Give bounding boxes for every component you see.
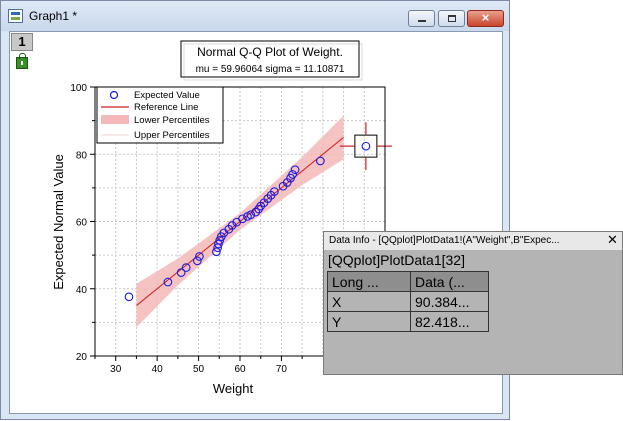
x-tick-label: 60 <box>234 364 246 375</box>
data-point[interactable] <box>192 256 202 266</box>
data-info-table: Long ... Data (... X 90.384... Y 82.418.… <box>327 271 489 332</box>
maximize-button[interactable] <box>438 10 465 27</box>
data-info-header[interactable]: Data Info - [QQplot]PlotData1!(A"Weight"… <box>324 232 622 250</box>
title-box-shadow <box>183 43 363 81</box>
axis-ticks: 30 40 50 60 70 20 40 60 80 100 <box>70 83 303 375</box>
data-points[interactable] <box>124 141 371 302</box>
data-cursor[interactable] <box>339 122 392 171</box>
data-info-header-row: Long ... Data (... <box>327 271 489 292</box>
y-axis-label: Expected Normal Value <box>51 154 66 290</box>
x-tick-label: 40 <box>152 364 164 375</box>
legend-upper-label: Upper Percentiles <box>134 130 210 141</box>
minimize-icon <box>418 20 426 22</box>
data-point[interactable] <box>195 252 204 261</box>
chart-subtitle: mu = 59.96064 sigma = 11.10871 <box>196 64 345 75</box>
x-axis-label: Weight <box>213 381 254 396</box>
x-tick-label: 50 <box>193 364 205 375</box>
legend-expected-label: Expected Value <box>134 90 200 101</box>
legend-lower-label: Lower Percentiles <box>134 115 210 126</box>
qq-plot[interactable]: Normal Q-Q Plot of Weight. mu = 59.96064… <box>1 1 511 421</box>
legend-lower-symbol <box>101 115 129 124</box>
window-title: Graph1 * <box>29 9 78 23</box>
x-tick-label: 70 <box>276 364 288 375</box>
y-tick-label: 80 <box>76 150 88 161</box>
table-row: Y 82.418... <box>327 311 489 332</box>
data-point[interactable] <box>238 214 247 224</box>
row-label-x: X <box>327 291 411 312</box>
data-info-panel[interactable]: Data Info - [QQplot]PlotData1!(A"Weight"… <box>323 231 623 375</box>
cursor-box[interactable] <box>354 134 378 158</box>
y-tick-label: 20 <box>76 352 88 363</box>
x-tick-label: 30 <box>110 364 122 375</box>
close-icon: × <box>481 10 490 25</box>
close-button[interactable]: × <box>467 10 504 27</box>
lock-icon[interactable] <box>16 53 28 69</box>
legend-expected-symbol <box>109 90 119 100</box>
column-header-data: Data (... <box>410 271 489 292</box>
title-box <box>180 40 360 78</box>
legend-reference-label: Reference Line <box>134 102 198 113</box>
minimize-button[interactable] <box>408 10 435 27</box>
column-header-long-name: Long ... <box>327 271 411 292</box>
maximize-icon <box>448 15 456 22</box>
data-point[interactable] <box>290 165 300 175</box>
data-point[interactable] <box>251 207 261 217</box>
row-value-x: 90.384... <box>410 291 489 312</box>
data-info-subtitle: [QQplot]PlotData1[32] <box>328 252 465 268</box>
y-tick-label: 100 <box>70 83 87 94</box>
row-label-y: Y <box>327 311 411 332</box>
data-info-title: Data Info - [QQplot]PlotData1!(A"Weight"… <box>329 235 560 246</box>
data-point[interactable] <box>361 141 371 151</box>
legend[interactable]: Expected Value Reference Line Lower Perc… <box>96 86 224 144</box>
data-point[interactable] <box>163 277 173 287</box>
data-point[interactable] <box>214 239 223 249</box>
row-value-y: 82.418... <box>410 311 489 332</box>
data-point[interactable] <box>176 268 186 277</box>
graph-window-icon[interactable] <box>8 9 23 23</box>
data-point[interactable] <box>181 263 191 272</box>
data-point[interactable] <box>288 170 297 179</box>
table-row: X 90.384... <box>327 291 489 312</box>
chart-title: Normal Q-Q Plot of Weight. <box>197 45 343 59</box>
data-point[interactable] <box>316 156 325 166</box>
data-point[interactable] <box>124 292 134 302</box>
data-info-close-icon[interactable]: ✕ <box>607 232 618 247</box>
y-tick-label: 60 <box>76 218 88 229</box>
title-bar[interactable]: Graph1 * × <box>1 1 509 31</box>
data-point[interactable] <box>246 210 256 220</box>
y-tick-label: 40 <box>76 285 88 296</box>
layer-tab-1[interactable]: 1 <box>11 33 33 51</box>
data-point[interactable] <box>270 187 279 196</box>
data-point[interactable] <box>212 247 221 257</box>
